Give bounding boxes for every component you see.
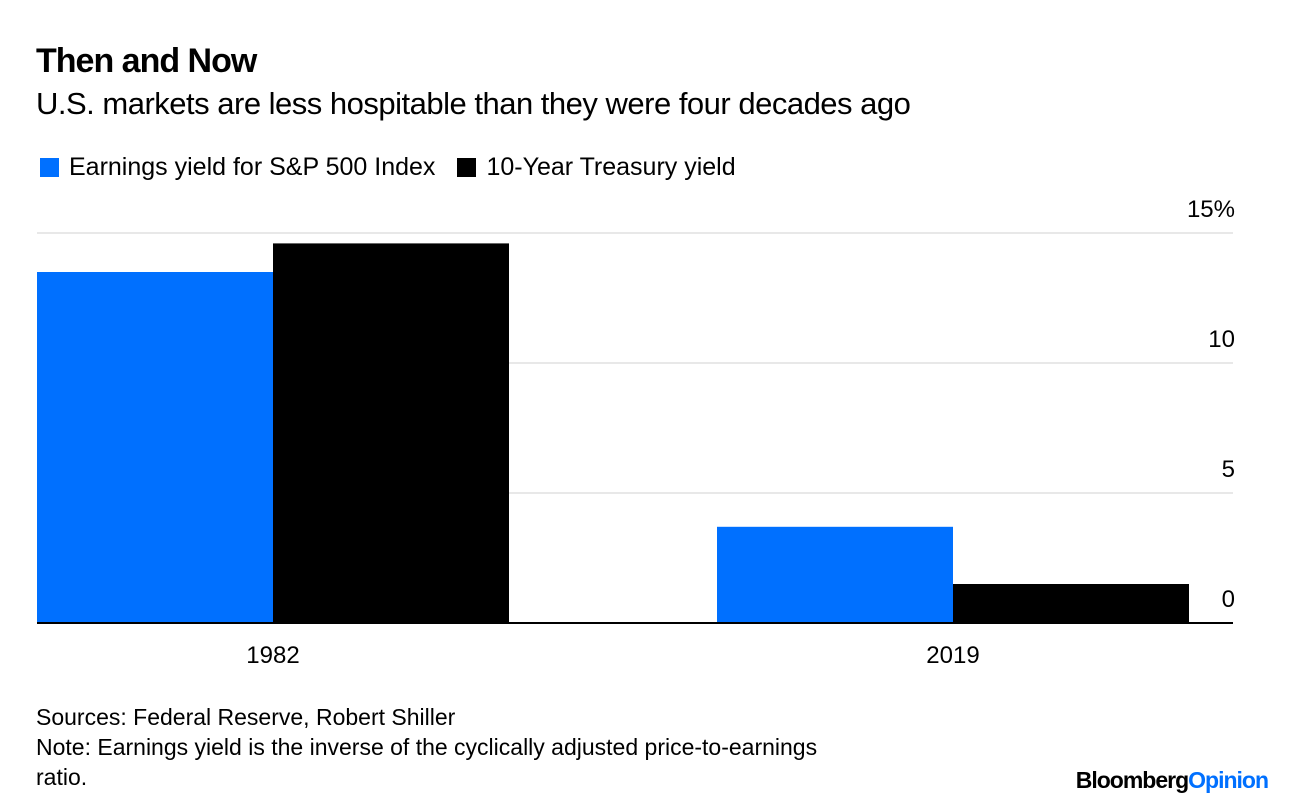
chart-subtitle: U.S. markets are less hospitable than th… (36, 86, 911, 121)
legend-label-treasury-yield: 10-Year Treasury yield (486, 153, 736, 181)
chart-title: Then and Now (36, 42, 257, 80)
logo-brand: Bloomberg (1075, 767, 1189, 793)
bar-1982-earnings-yield (37, 272, 273, 623)
note-text-line2: ratio. (36, 764, 88, 790)
y-tick-label: 5 (1222, 456, 1235, 483)
legend-label-earnings-yield: Earnings yield for S&P 500 Index (69, 153, 436, 181)
y-tick-label: 15% (1187, 196, 1235, 223)
bar-1982-treasury-yield (273, 243, 509, 623)
y-tick-label: 10 (1208, 326, 1235, 353)
logo-section: Opinion (1188, 767, 1269, 793)
bar-2019-earnings-yield (717, 526, 953, 623)
legend-item-earnings-yield: Earnings yield for S&P 500 Index (40, 153, 435, 182)
legend-swatch-treasury-yield (457, 158, 477, 177)
legend: Earnings yield for S&P 500 Index 10-Year… (40, 153, 758, 182)
sources-text: Sources: Federal Reserve, Robert Shiller (36, 704, 456, 730)
legend-item-treasury-yield: 10-Year Treasury yield (457, 153, 736, 182)
x-tick-label: 1982 (246, 642, 299, 669)
y-tick-label: 0 (1222, 586, 1235, 613)
bar-2019-treasury-yield (953, 584, 1189, 623)
bloomberg-opinion-logo: BloombergOpinion (1075, 767, 1269, 794)
note-text-line1: Note: Earnings yield is the inverse of t… (36, 734, 818, 760)
x-tick-label: 2019 (926, 642, 979, 669)
legend-swatch-earnings-yield (40, 158, 59, 177)
